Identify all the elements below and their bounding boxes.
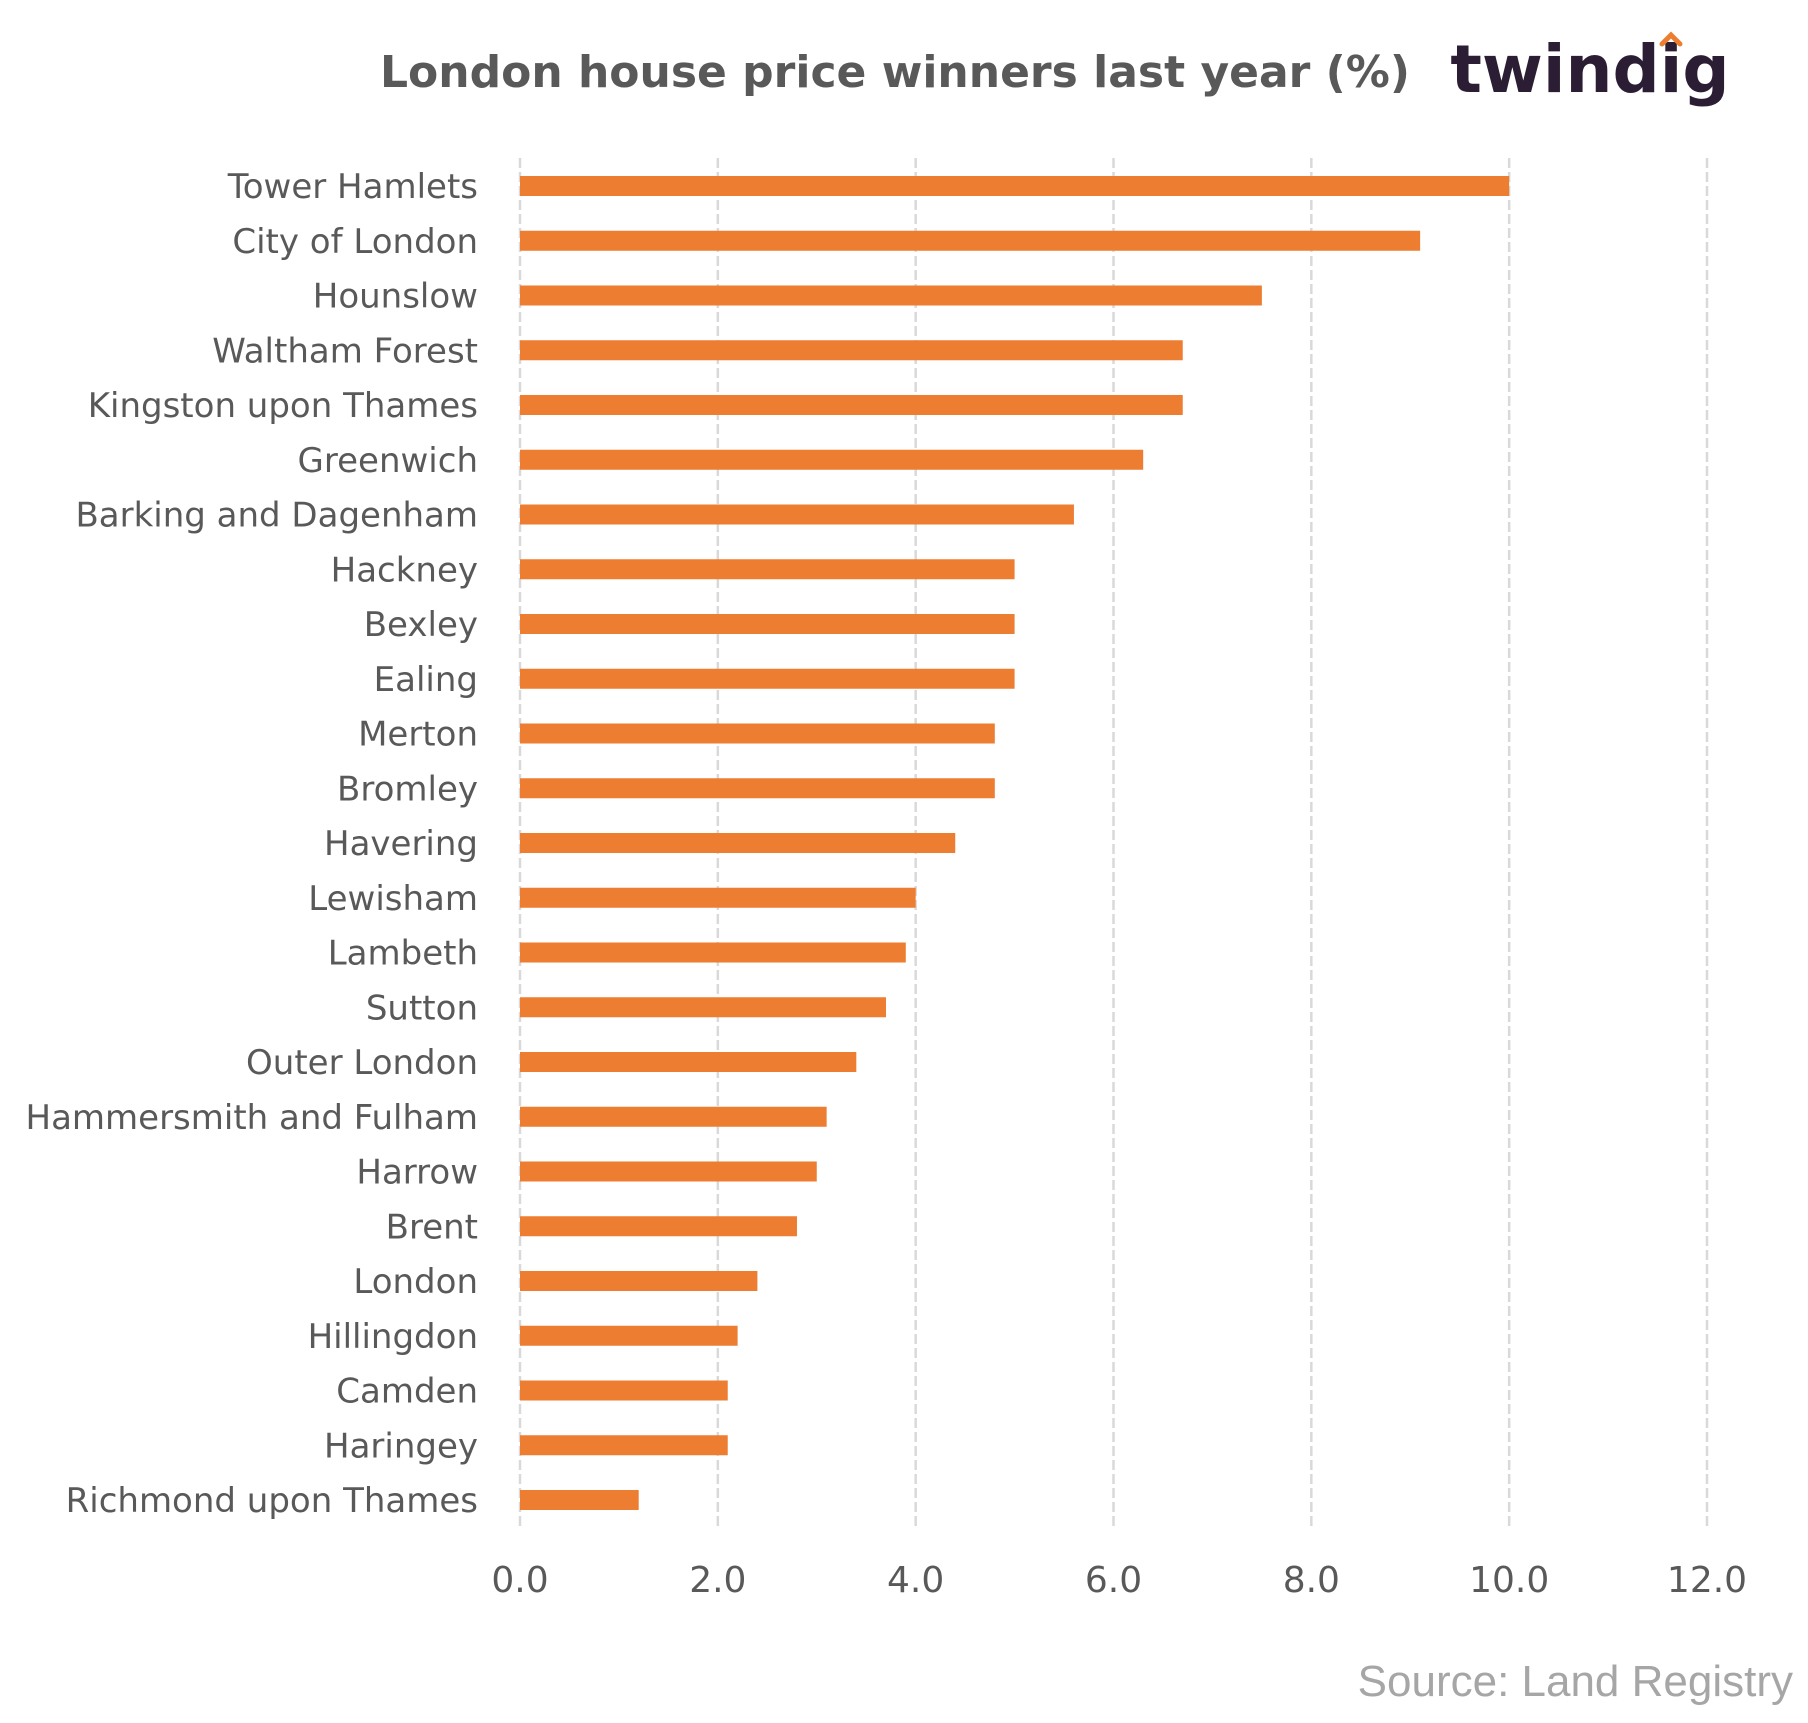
- bar: [520, 504, 1074, 525]
- category-label: Hammersmith and Fulham: [26, 1098, 478, 1138]
- category-label: London: [353, 1262, 478, 1302]
- twindig-logo: twindig: [1450, 31, 1729, 108]
- category-label: Hillingdon: [308, 1317, 478, 1357]
- category-label: Kingston upon Thames: [88, 386, 478, 426]
- chart-title: London house price winners last year (%): [380, 47, 1410, 98]
- category-label: Havering: [324, 824, 478, 864]
- bar: [520, 340, 1183, 361]
- bar: [520, 997, 886, 1018]
- bar: [520, 395, 1183, 415]
- bar: [520, 1106, 827, 1127]
- category-label: Outer London: [246, 1043, 478, 1083]
- category-label: Merton: [358, 715, 478, 755]
- category-label: Richmond upon Thames: [66, 1481, 478, 1521]
- bar: [520, 1435, 728, 1456]
- category-label: Haringey: [324, 1426, 478, 1466]
- bar: [520, 668, 1015, 689]
- bar: [520, 230, 1421, 251]
- x-tick-label: 2.0: [689, 1560, 746, 1601]
- logo-accent-icon: [1659, 31, 1683, 47]
- category-label: Hackney: [331, 550, 478, 590]
- bar: [520, 1052, 857, 1072]
- bar: [520, 1490, 639, 1510]
- bar: [520, 833, 956, 853]
- bar: [520, 285, 1262, 306]
- bar: [520, 1380, 728, 1401]
- category-label: Tower Hamlets: [227, 167, 478, 207]
- category-label: Ealing: [374, 660, 478, 700]
- logo-text: twindig: [1450, 31, 1729, 108]
- category-label: Barking and Dagenham: [75, 496, 478, 536]
- x-tick-label: 12.0: [1667, 1560, 1747, 1601]
- bar: [520, 942, 906, 963]
- category-label: Lewisham: [308, 879, 478, 919]
- category-label: Harrow: [356, 1153, 478, 1193]
- x-tick-label: 6.0: [1085, 1560, 1142, 1601]
- bar: [520, 449, 1144, 470]
- bar: [520, 559, 1015, 580]
- source-note: Source: Land Registry: [1358, 1657, 1793, 1706]
- category-label: Lambeth: [328, 934, 478, 974]
- category-label: Hounslow: [313, 277, 478, 317]
- bar: [520, 1161, 817, 1182]
- x-tick-label: 8.0: [1283, 1560, 1340, 1601]
- x-tick-label: 4.0: [887, 1560, 944, 1601]
- category-labels: Tower Hamlets City of London Hounslow Walth…: [26, 167, 478, 1521]
- x-tick-label: 0.0: [491, 1560, 548, 1601]
- category-label: City of London: [232, 222, 478, 262]
- bar: [520, 887, 916, 908]
- bar: [520, 614, 1015, 634]
- bars: [520, 176, 1510, 1510]
- bar: [520, 723, 995, 744]
- bar: [520, 1271, 758, 1291]
- bar: [520, 1216, 797, 1237]
- category-label: Brent: [386, 1207, 478, 1247]
- category-label: Sutton: [366, 988, 478, 1028]
- x-axis-tick-labels: 0.0 2.0 4.0 6.0 8.0 10.0 12.0: [491, 1560, 1747, 1601]
- bar: [520, 778, 995, 799]
- category-label: Greenwich: [298, 441, 478, 481]
- gridlines: [518, 158, 1709, 1528]
- bar: [520, 1325, 738, 1346]
- category-label: Bromley: [337, 769, 478, 809]
- category-label: Bexley: [364, 605, 478, 645]
- category-label: Camden: [336, 1372, 478, 1412]
- x-tick-label: 10.0: [1469, 1560, 1549, 1601]
- category-label: Waltham Forest: [212, 331, 478, 371]
- bar: [520, 176, 1510, 196]
